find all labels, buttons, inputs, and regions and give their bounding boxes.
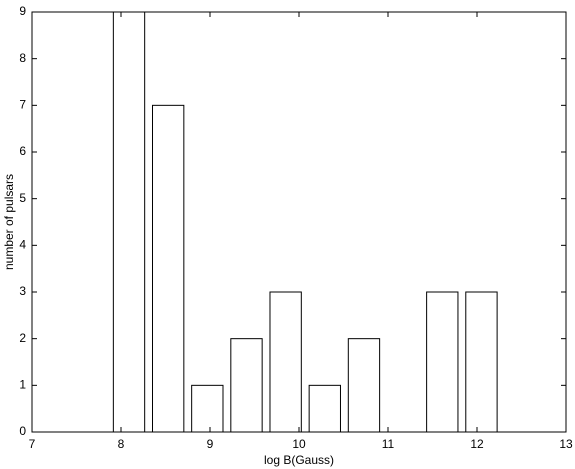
- bar: [112, 11, 146, 433]
- bar: [308, 384, 341, 433]
- x-tick-label: 9: [207, 437, 214, 451]
- bar: [269, 291, 302, 433]
- y-tick-label: 7: [19, 98, 26, 112]
- bar: [152, 104, 185, 433]
- y-axis-label: number of pulsars: [2, 174, 16, 270]
- x-tick-label: 10: [292, 437, 306, 451]
- bar: [426, 291, 459, 433]
- y-tick-label: 8: [19, 51, 26, 65]
- x-tick-label: 7: [29, 437, 36, 451]
- bar: [230, 338, 263, 433]
- bar: [191, 384, 224, 433]
- bar: [347, 338, 381, 433]
- y-tick-label: 6: [19, 144, 26, 158]
- y-tick-label: 5: [19, 191, 26, 205]
- x-tick-label: 11: [382, 437, 395, 451]
- y-tick-label: 1: [19, 378, 26, 392]
- y-tick-label: 2: [19, 331, 26, 345]
- x-tick-label: 12: [470, 437, 484, 451]
- x-tick-label: 13: [559, 437, 573, 451]
- y-tick-label: 0: [19, 424, 26, 438]
- bar: [465, 291, 498, 433]
- x-tick-label: 8: [118, 437, 125, 451]
- x-axis-label: log B(Gauss): [264, 453, 334, 467]
- y-tick-label: 3: [19, 284, 26, 298]
- y-tick-label: 4: [19, 238, 26, 252]
- y-tick-label: 9: [19, 4, 26, 18]
